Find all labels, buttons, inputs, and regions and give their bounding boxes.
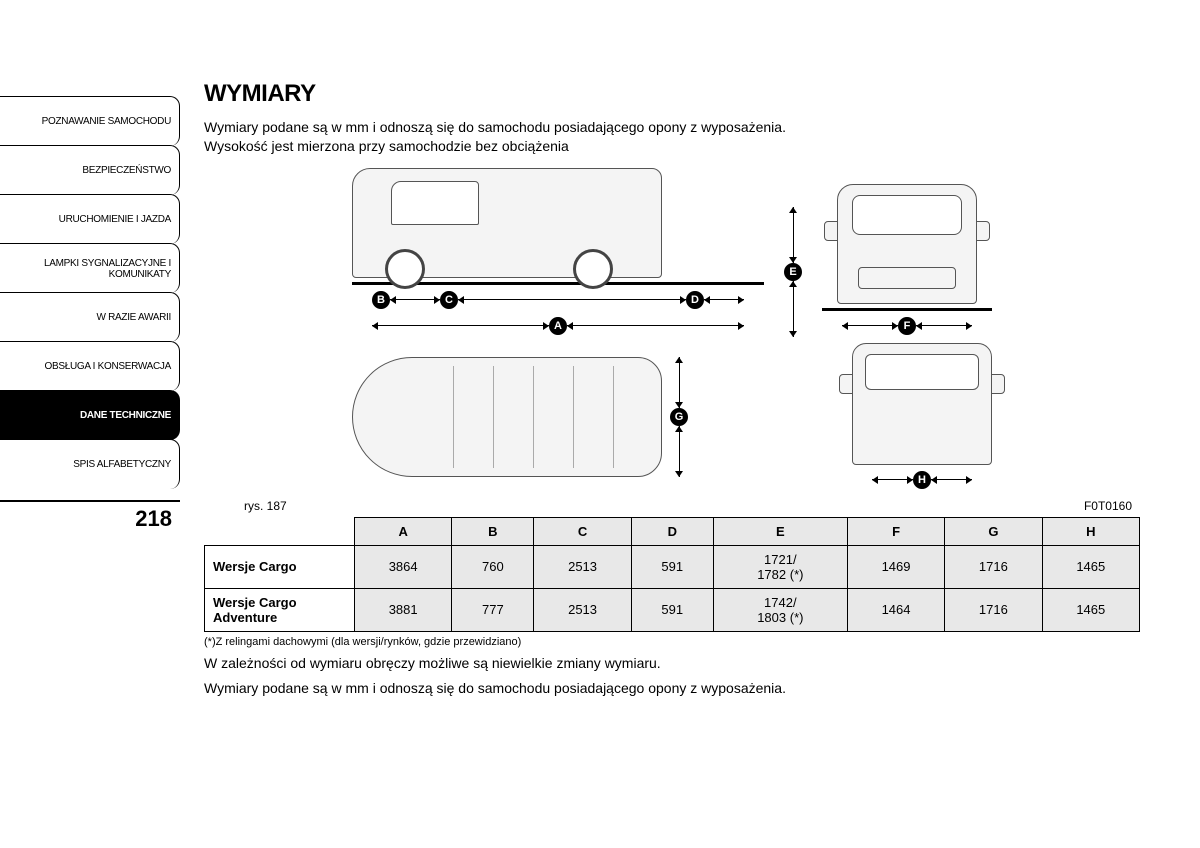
table-header-row: A B C D E F G H	[205, 517, 1140, 545]
note-2: Wymiary podane są w mm i odnoszą się do …	[204, 679, 1140, 699]
cell: 1716	[945, 545, 1042, 588]
page-content: WYMIARY Wymiary podane są w mm i odnoszą…	[180, 80, 1140, 699]
dim-label-E: E	[784, 263, 802, 281]
col-H: H	[1042, 517, 1139, 545]
row-label-cargo-adventure: Wersje Cargo Adventure	[205, 588, 355, 631]
row-label-cargo: Wersje Cargo	[205, 545, 355, 588]
tab-uruchomienie[interactable]: URUCHOMIENIE I JAZDA	[0, 194, 180, 244]
dim-label-A: A	[549, 317, 567, 335]
cell: 777	[452, 588, 534, 631]
col-F: F	[847, 517, 944, 545]
van-front-view	[837, 184, 977, 304]
cell: 1465	[1042, 588, 1139, 631]
cell: 591	[631, 545, 713, 588]
col-G: G	[945, 517, 1042, 545]
tab-lampki[interactable]: LAMPKI SYGNALIZACYJNE I KOMUNIKATY	[0, 243, 180, 293]
van-top-view	[352, 357, 662, 477]
dim-label-G: G	[670, 408, 688, 426]
dimensions-table: A B C D E F G H Wersje Cargo 3864 760 25…	[204, 517, 1140, 632]
col-E: E	[713, 517, 847, 545]
cell: 760	[452, 545, 534, 588]
page-number: 218	[0, 500, 180, 532]
col-B: B	[452, 517, 534, 545]
cell: 2513	[534, 588, 631, 631]
figure-ref: F0T0160	[1084, 499, 1132, 513]
cell: 1465	[1042, 545, 1139, 588]
dim-label-H: H	[913, 471, 931, 489]
intro-line-1: Wymiary podane są w mm i odnoszą się do …	[204, 119, 786, 135]
cell: 1742/ 1803 (*)	[713, 588, 847, 631]
col-A: A	[355, 517, 452, 545]
manual-page: POZNAWANIE SAMOCHODU BEZPIECZEŃSTWO URUC…	[0, 0, 1200, 739]
cell: 2513	[534, 545, 631, 588]
cell: 1716	[945, 588, 1042, 631]
figure-caption: rys. 187	[244, 499, 287, 513]
dimensions-diagram: B C D A	[352, 168, 992, 491]
cell: 3881	[355, 588, 452, 631]
cell: 1721/ 1782 (*)	[713, 545, 847, 588]
col-D: D	[631, 517, 713, 545]
page-title: WYMIARY	[204, 80, 1140, 108]
table-row: Wersje Cargo Adventure 3881 777 2513 591…	[205, 588, 1140, 631]
dim-label-F: F	[898, 317, 916, 335]
tab-dane-techniczne[interactable]: DANE TECHNICZNE	[0, 390, 180, 440]
dim-label-D: D	[686, 291, 704, 309]
van-rear-view	[852, 343, 992, 465]
cell: 1469	[847, 545, 944, 588]
section-tabs: POZNAWANIE SAMOCHODU BEZPIECZEŃSTWO URUC…	[0, 80, 180, 699]
van-side-view	[352, 168, 662, 278]
tab-obsluga[interactable]: OBSŁUGA I KONSERWACJA	[0, 341, 180, 391]
dim-label-C: C	[440, 291, 458, 309]
intro-text: Wymiary podane są w mm i odnoszą się do …	[204, 118, 1140, 156]
cell: 1464	[847, 588, 944, 631]
note-1: W zależności od wymiaru obręczy możliwe …	[204, 654, 1140, 674]
table-row: Wersje Cargo 3864 760 2513 591 1721/ 178…	[205, 545, 1140, 588]
col-C: C	[534, 517, 631, 545]
table-footnote: (*)Z relingami dachowymi (dla wersji/ryn…	[204, 636, 1140, 648]
tab-awaria[interactable]: W RAZIE AWARII	[0, 292, 180, 342]
cell: 3864	[355, 545, 452, 588]
tab-poznawanie[interactable]: POZNAWANIE SAMOCHODU	[0, 96, 180, 146]
tab-bezpieczenstwo[interactable]: BEZPIECZEŃSTWO	[0, 145, 180, 195]
cell: 591	[631, 588, 713, 631]
tab-spis[interactable]: SPIS ALFABETYCZNY	[0, 439, 180, 489]
dim-label-B: B	[372, 291, 390, 309]
intro-line-2: Wysokość jest mierzona przy samochodzie …	[204, 138, 569, 154]
